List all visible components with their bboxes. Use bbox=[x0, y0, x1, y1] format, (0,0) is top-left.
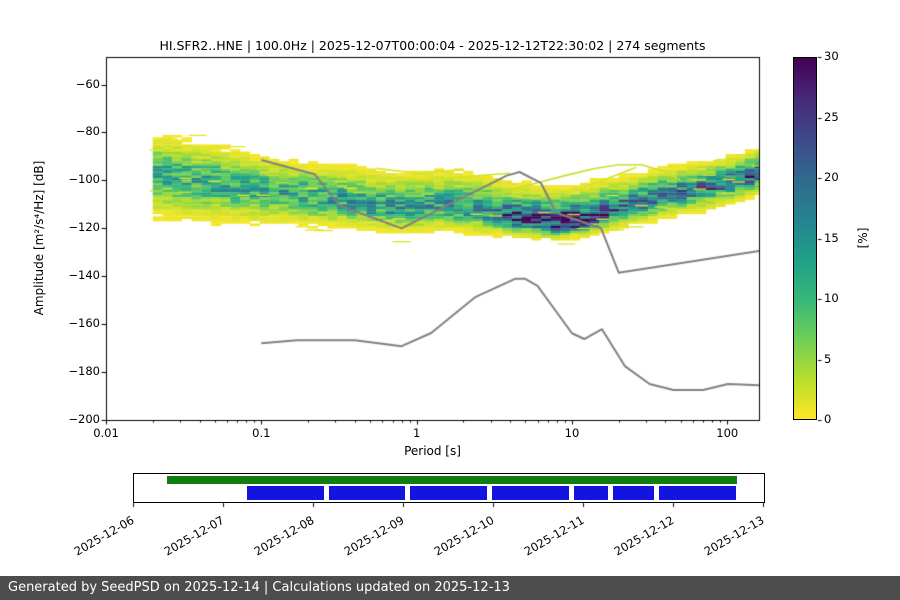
y-tick-label: −100 bbox=[68, 172, 100, 187]
colorbar-label: [%] bbox=[856, 227, 870, 249]
y-tick-label: −180 bbox=[68, 364, 100, 379]
x-axis-label: Period [s] bbox=[404, 444, 461, 458]
x-tick-label: 10 bbox=[564, 426, 580, 440]
colorbar-tick-label: 30 bbox=[824, 49, 839, 63]
y-tick-label: −60 bbox=[75, 76, 100, 91]
colorbar-tick-label: 5 bbox=[824, 351, 832, 366]
y-tick-label: −120 bbox=[68, 220, 100, 235]
colorbar-tick-label: 20 bbox=[824, 170, 839, 184]
y-tick-label: −80 bbox=[75, 124, 100, 139]
x-tick-label: 1 bbox=[412, 426, 421, 440]
colorbar-tick-label: 0 bbox=[824, 412, 832, 426]
y-axis-label: Amplitude [m²/s⁴/Hz] [dB] bbox=[32, 160, 46, 316]
colorbar-tick-label: 15 bbox=[824, 230, 839, 245]
status-bar: Generated by SeedPSD on 2025-12-14 | Cal… bbox=[0, 576, 900, 600]
x-tick-label: 0.01 bbox=[93, 426, 119, 440]
colorbar-tick-label: 25 bbox=[824, 109, 839, 124]
x-tick-label: 100 bbox=[716, 426, 739, 440]
y-tick-label: −200 bbox=[68, 412, 100, 426]
plot-title: HI.SFR2..HNE | 100.0Hz | 2025-12-07T00:0… bbox=[159, 38, 706, 53]
y-tick-label: −140 bbox=[68, 268, 100, 283]
x-tick-label: 0.1 bbox=[252, 426, 271, 440]
y-tick-label: −160 bbox=[68, 316, 100, 331]
colorbar-tick-label: 10 bbox=[824, 291, 839, 305]
